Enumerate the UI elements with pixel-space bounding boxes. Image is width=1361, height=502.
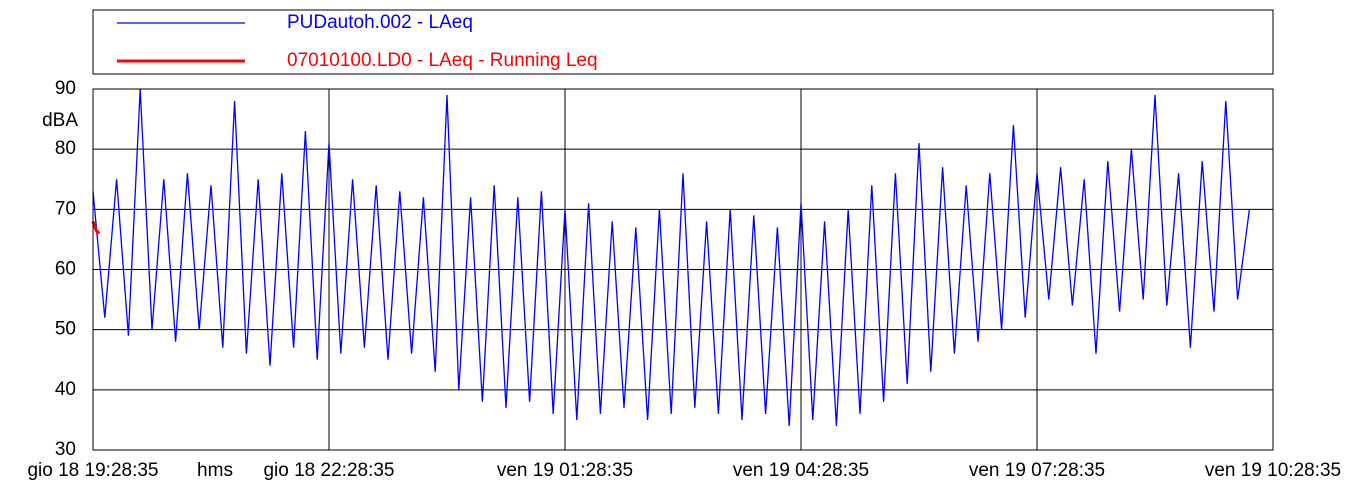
x-tick-label: ven 19 01:28:35 [497,460,633,481]
x-unit: hms [197,460,233,481]
y-tick-label: 60 [55,259,76,280]
legend-label: PUDautoh.002 - LAeq [287,12,473,33]
y-tick-label: 40 [55,379,76,400]
legend-label: 07010100.LD0 - LAeq - Running Leq [287,50,598,71]
series-line [92,88,1251,426]
y-tick-label: 30 [55,439,76,460]
y-tick-label: 90 [55,78,76,99]
x-tick-label: ven 19 07:28:35 [969,460,1105,481]
series-line [91,220,101,235]
legend-box [92,9,1274,75]
y-tick-label: 80 [55,138,76,159]
x-tick-label: gio 18 22:28:35 [263,460,394,481]
plot-frame [92,88,1274,451]
y-tick-label: 70 [55,198,76,219]
x-tick-label: gio 18 19:28:35 [27,460,158,481]
y-tick-label: 50 [55,319,76,340]
y-unit: dBA [42,110,78,131]
x-tick-label: ven 19 04:28:35 [733,460,869,481]
x-tick-label: ven 19 10:28:35 [1205,460,1341,481]
